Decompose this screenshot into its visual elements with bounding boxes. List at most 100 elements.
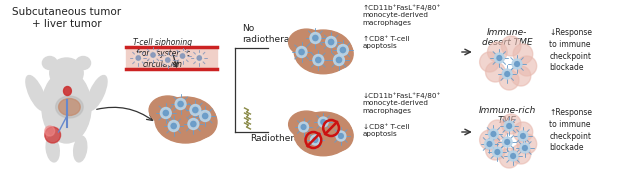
Ellipse shape [323, 121, 353, 151]
Circle shape [486, 140, 505, 160]
Circle shape [520, 143, 530, 153]
Circle shape [318, 117, 328, 127]
Ellipse shape [149, 96, 186, 124]
Circle shape [316, 57, 321, 63]
Ellipse shape [155, 97, 216, 143]
Circle shape [336, 131, 346, 141]
Circle shape [513, 122, 532, 142]
Circle shape [340, 47, 346, 53]
Circle shape [178, 52, 187, 61]
Ellipse shape [186, 106, 217, 138]
Text: ↑Response
to immune
checkpoint
blockade: ↑Response to immune checkpoint blockade [550, 108, 593, 152]
Ellipse shape [294, 112, 352, 156]
Circle shape [301, 125, 306, 129]
Circle shape [501, 114, 521, 134]
Circle shape [299, 49, 304, 55]
Circle shape [337, 45, 348, 55]
Ellipse shape [289, 29, 324, 56]
Ellipse shape [294, 30, 352, 74]
Circle shape [511, 154, 515, 158]
Circle shape [507, 124, 511, 128]
Text: T-cell siphoning
from systemic
circulation: T-cell siphoning from systemic circulati… [133, 38, 193, 69]
Ellipse shape [323, 39, 353, 69]
Circle shape [479, 130, 499, 150]
Circle shape [175, 98, 186, 109]
Circle shape [168, 121, 179, 132]
Circle shape [178, 101, 183, 107]
Ellipse shape [63, 87, 72, 96]
Ellipse shape [74, 136, 87, 162]
Circle shape [313, 55, 324, 65]
Circle shape [520, 134, 525, 138]
Circle shape [499, 70, 519, 90]
Text: ↓Response
to immune
checkpoint
blockade: ↓Response to immune checkpoint blockade [550, 28, 593, 72]
Ellipse shape [26, 75, 46, 110]
Circle shape [203, 113, 208, 119]
Ellipse shape [56, 96, 83, 118]
Circle shape [495, 53, 504, 63]
Text: Immune-rich
TME: Immune-rich TME [479, 106, 536, 125]
Ellipse shape [46, 136, 60, 162]
Text: No
radiotherapy: No radiotherapy [243, 24, 301, 44]
Circle shape [171, 123, 176, 129]
Ellipse shape [87, 75, 107, 110]
Circle shape [326, 37, 337, 47]
Circle shape [495, 150, 500, 154]
Circle shape [148, 50, 157, 59]
Circle shape [486, 62, 505, 82]
Circle shape [508, 151, 518, 161]
Circle shape [45, 126, 54, 136]
Ellipse shape [50, 58, 83, 88]
Circle shape [492, 147, 502, 157]
Circle shape [310, 32, 321, 44]
Circle shape [515, 62, 520, 66]
Text: Subcutaneous tumor
+ liver tumor: Subcutaneous tumor + liver tumor [12, 7, 121, 29]
Circle shape [328, 39, 333, 45]
Circle shape [499, 148, 519, 168]
Circle shape [197, 56, 202, 60]
Circle shape [313, 35, 318, 41]
Circle shape [191, 121, 196, 127]
Circle shape [151, 53, 155, 57]
Ellipse shape [42, 71, 91, 143]
Circle shape [163, 110, 168, 116]
Circle shape [484, 139, 495, 149]
Circle shape [200, 110, 211, 122]
Circle shape [321, 120, 326, 124]
Circle shape [136, 56, 140, 60]
Circle shape [512, 59, 522, 69]
Circle shape [511, 66, 531, 86]
Circle shape [166, 58, 170, 62]
Circle shape [504, 121, 514, 131]
Ellipse shape [289, 111, 324, 138]
Circle shape [487, 142, 492, 146]
Circle shape [502, 137, 512, 147]
Circle shape [518, 131, 528, 141]
Text: Radiotherapy: Radiotherapy [250, 134, 311, 143]
Circle shape [522, 146, 527, 150]
Circle shape [517, 56, 537, 76]
Circle shape [313, 138, 317, 142]
Circle shape [188, 118, 199, 130]
Circle shape [502, 69, 512, 79]
Circle shape [195, 54, 204, 63]
Circle shape [497, 56, 502, 60]
Circle shape [479, 52, 499, 72]
Circle shape [190, 105, 201, 115]
Text: ↓CD11b⁺FasL⁺F4/80⁺
monocyte-derived
macrophages

↓CD8⁺ T-cell
apoptosis: ↓CD11b⁺FasL⁺F4/80⁺ monocyte-derived macr… [363, 92, 441, 138]
Circle shape [488, 129, 499, 139]
Circle shape [505, 72, 509, 76]
Circle shape [45, 127, 61, 143]
Text: ↑CD11b⁺FasL⁺F4/80⁺
monocyte-derived
macrophages

↑CD8⁺ T-cell
apoptosis: ↑CD11b⁺FasL⁺F4/80⁺ monocyte-derived macr… [363, 4, 441, 49]
Ellipse shape [59, 98, 80, 115]
Circle shape [488, 42, 507, 62]
Circle shape [333, 55, 344, 65]
FancyBboxPatch shape [127, 47, 217, 69]
Circle shape [488, 120, 507, 140]
Circle shape [310, 135, 320, 145]
Ellipse shape [42, 56, 57, 70]
Circle shape [511, 144, 531, 164]
Circle shape [513, 44, 532, 64]
Circle shape [501, 36, 521, 56]
Text: Immune-
desert TME: Immune- desert TME [482, 28, 532, 47]
